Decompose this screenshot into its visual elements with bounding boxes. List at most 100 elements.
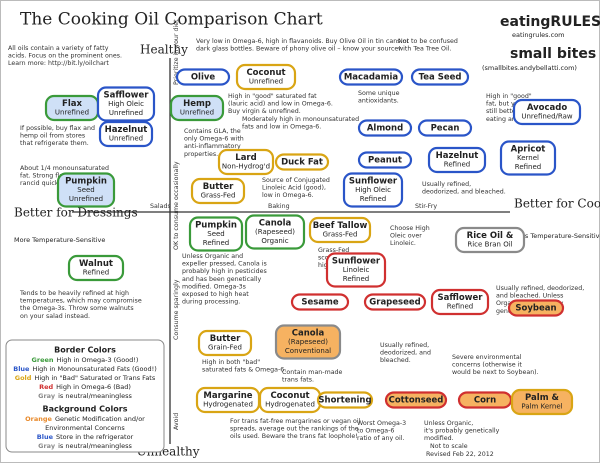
oil-name: Canola — [292, 329, 325, 339]
logo-eatingrules: eatingRULES — [500, 14, 600, 30]
oil-name: Tea Seed — [419, 73, 462, 83]
oil-sub: Palm Kernel — [521, 403, 562, 411]
oil-sub: (Rapeseed) — [255, 228, 295, 236]
oil-box — [175, 68, 231, 86]
oil-box — [325, 252, 387, 288]
legend-title: Background Colors — [43, 405, 128, 414]
oil-name: Olive — [191, 73, 216, 83]
oil-node: Corn — [457, 391, 513, 409]
logo-url: (smallbites.andybellatti.com) — [482, 64, 577, 72]
legend-item: Orange Genetic Modification and/or — [25, 415, 145, 423]
annotation: bleached. — [380, 357, 411, 364]
legend-title: Border Colors — [54, 346, 116, 355]
annotation: Grass-Fed — [318, 247, 349, 254]
annotation: to Omega-6 — [357, 428, 394, 435]
oil-name: Hazelnut — [105, 125, 148, 135]
annotation: acids. Focus on the prominent ones. — [8, 53, 122, 60]
oil-name: Walnut — [79, 259, 113, 269]
oil-sub: Refined — [343, 275, 369, 283]
oil-name: Butter — [203, 182, 234, 192]
oil-sub: Conventional — [285, 347, 331, 355]
oil-name: Butter — [210, 334, 241, 344]
oil-name: Cottonseed — [389, 396, 444, 406]
axis-mark: Consume sparingly — [173, 279, 180, 340]
annotation: About 1/4 monounsaturated — [20, 165, 109, 172]
oil-name: Palm & — [525, 393, 559, 403]
oil-sub: Refined — [444, 161, 470, 169]
oil-box — [244, 214, 306, 250]
annotation: oils used. Beware the trans fat loophole… — [230, 433, 358, 440]
oil-name: Sunflower — [349, 177, 398, 187]
oil-box — [274, 153, 330, 171]
axis-mark: Prioritize in your diet — [173, 19, 180, 85]
oil-node: Tea Seed — [410, 68, 470, 86]
oil-sub: Linoleic — [343, 266, 370, 274]
annotation: High in "good" — [486, 93, 532, 100]
legend-word: Blue — [37, 433, 54, 441]
oil-sub: Refined — [203, 239, 229, 247]
oil-name: Flax — [62, 99, 82, 109]
annotation: that refrigerate them. — [20, 140, 89, 147]
legend-word: Gray — [38, 392, 56, 400]
oil-sub: (Rapeseed) — [288, 338, 328, 346]
annotation: Contains GLA, the — [184, 128, 241, 135]
annotation: (lauric acid) and low in Omega-6. — [228, 101, 333, 108]
oil-sub: Refined — [447, 303, 473, 311]
legend-text: High in Omega-6 (Bad) — [56, 383, 131, 391]
oil-node: Shortening — [316, 391, 374, 409]
annotation: fat, but you've — [486, 101, 532, 108]
oil-box — [290, 293, 350, 311]
oil-sub: Unrefined/Raw — [521, 113, 573, 121]
annotation: For trans fat-free margarines or vegan o… — [230, 418, 361, 425]
oil-node: Olive — [175, 68, 231, 86]
oil-box — [430, 288, 490, 316]
annotation: High in both "bad" — [202, 359, 260, 366]
annotation: Linoleic Acid (good), — [262, 185, 326, 192]
axis-top: Healthy — [140, 43, 188, 57]
oil-node: Palm &Palm Kernel — [510, 388, 574, 416]
axis-mark: Baking — [268, 203, 290, 210]
annotation: Linoleic. — [390, 240, 416, 247]
oil-node: Grapeseed — [363, 293, 427, 311]
oil-sub: High Oleic — [355, 186, 391, 194]
annotation: probably high in pesticides — [182, 268, 267, 275]
oil-name: Apricot — [511, 145, 546, 155]
oil-name: Safflower — [104, 91, 150, 101]
oil-box — [274, 324, 342, 360]
oil-sub: Hydrogenated — [265, 401, 315, 409]
oil-box — [507, 299, 565, 317]
legend-word: Orange — [25, 415, 52, 423]
oil-node: Soybean — [507, 299, 565, 317]
axis-left-sub: More Temperature-Sensitive — [14, 236, 105, 244]
oil-name: Rice Oil & — [467, 231, 514, 241]
annotation: concerns (otherwise it — [452, 362, 522, 369]
annotation: Tends to be heavily refined at high — [19, 290, 129, 297]
axis-mark: Salads — [150, 203, 171, 210]
legend-word: Red — [39, 383, 53, 391]
annotation: and has been genetically — [182, 276, 261, 283]
oil-box — [56, 172, 116, 208]
annotation: during processing. — [182, 299, 240, 306]
oil-box — [98, 120, 154, 148]
annotation: All oils contain a variety of fatty — [8, 45, 109, 52]
legend-text: Genetic Modification and/or — [55, 415, 145, 423]
oil-sub: Rice Bran Oil — [467, 241, 512, 249]
legend-text: High in Monounsaturated Fats (Good!) — [32, 365, 156, 373]
oil-node: Pecan — [417, 119, 473, 137]
legend-text: High in Omega-3 (Good!) — [57, 356, 139, 364]
legend-item: Gold High in "Bad" Saturated or Trans Fat… — [15, 374, 156, 382]
oil-name: Soybean — [515, 304, 556, 314]
oil-sub: Grain-Fed — [208, 344, 242, 352]
oil-box — [417, 119, 473, 137]
legend-item: Blue Store in the refrigerator — [37, 433, 134, 441]
